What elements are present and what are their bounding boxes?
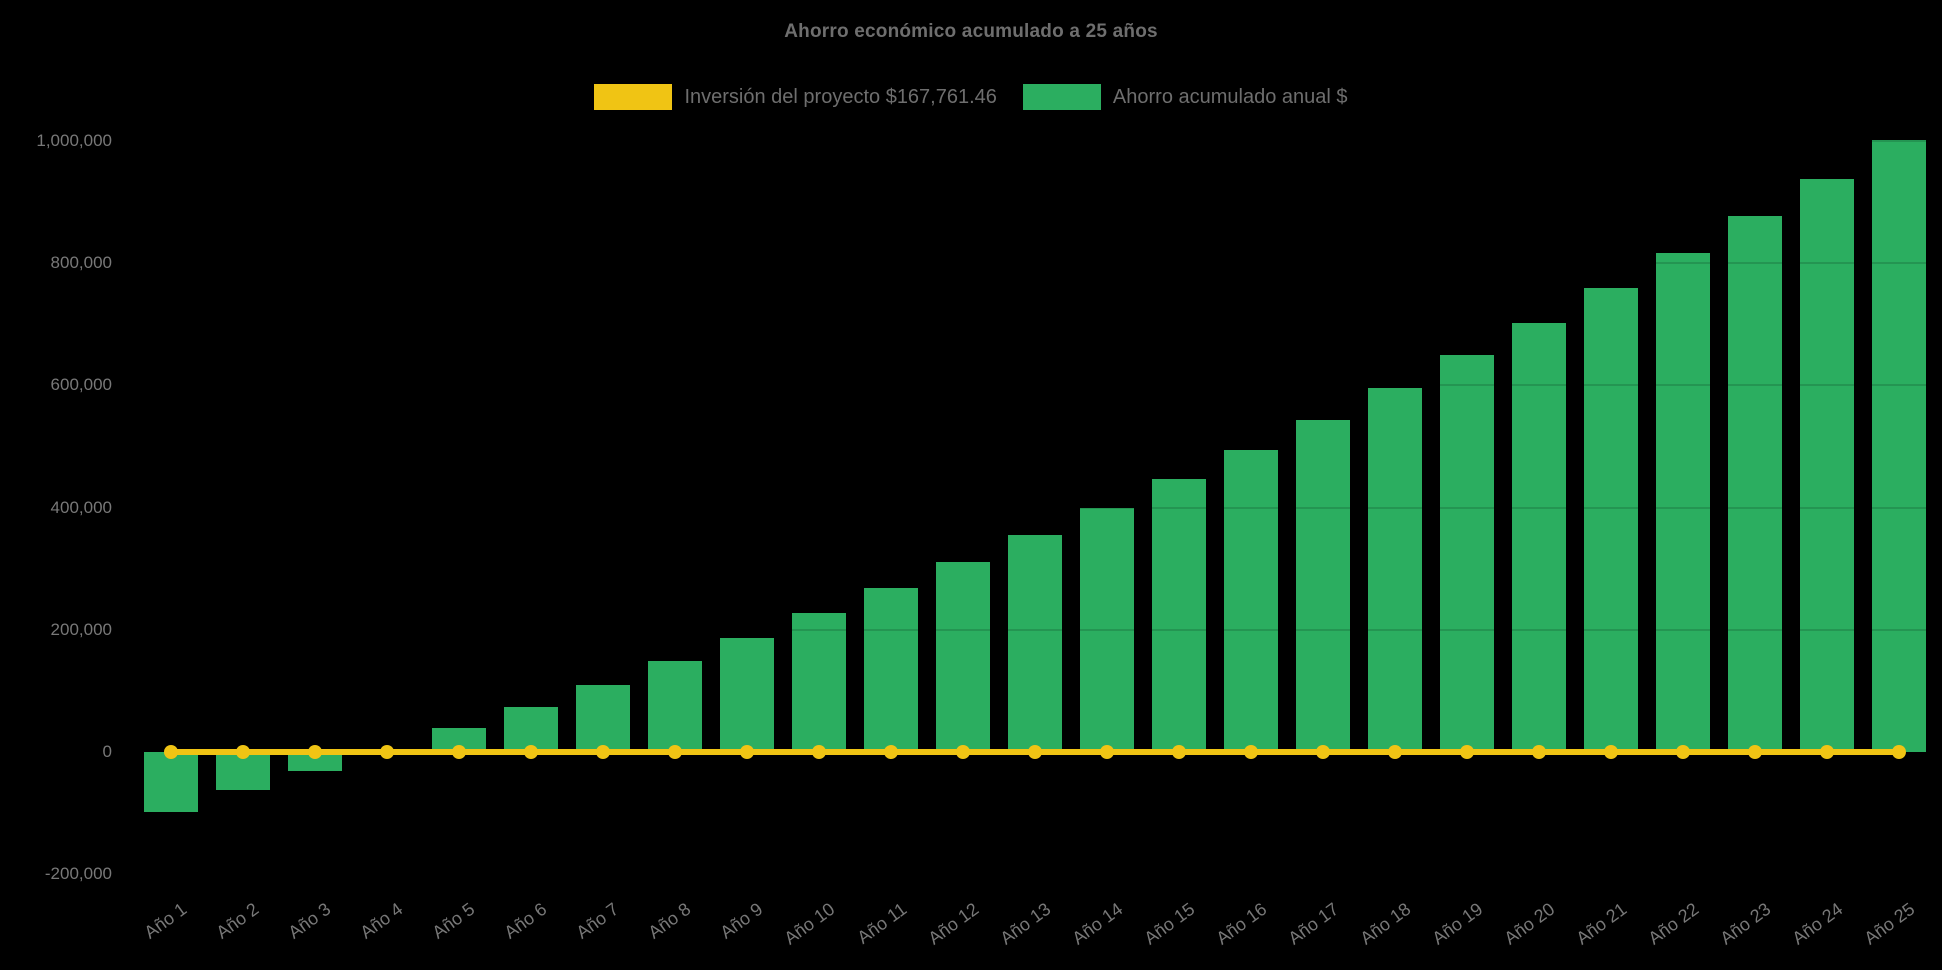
line-point-dot [236, 745, 250, 759]
bar [936, 561, 990, 752]
line-point-dot [1460, 745, 1474, 759]
bar [1800, 178, 1854, 752]
gridline [135, 384, 1935, 387]
bar [432, 728, 486, 752]
line-point-dot [1316, 745, 1330, 759]
bar [1512, 322, 1566, 752]
line-point-dot [1028, 745, 1042, 759]
line-point-dot [1100, 745, 1114, 759]
bar [648, 661, 702, 752]
line-point-dot [1748, 745, 1762, 759]
line-point-dot [1820, 745, 1834, 759]
gridline [135, 506, 1935, 509]
y-tick-label: 0 [102, 742, 112, 761]
bar [144, 752, 198, 812]
line-point-dot [1676, 745, 1690, 759]
line-point-dot [884, 745, 898, 759]
legend-label-ahorro: Ahorro acumulado anual $ [1112, 85, 1348, 108]
line-point-dot [524, 745, 538, 759]
line-point-dot [380, 745, 394, 759]
legend-item-inversion[interactable]: Inversión del proyecto $167,761.46 [594, 84, 997, 110]
line-point-dot [1244, 745, 1258, 759]
gridline [135, 628, 1935, 631]
bar [1296, 420, 1350, 752]
line-point-dot [740, 745, 754, 759]
line-point-dot [1892, 745, 1906, 759]
line-point-dot [308, 745, 322, 759]
bar [576, 685, 630, 752]
y-tick-label: 600,000 [50, 375, 112, 395]
bar [1008, 535, 1062, 752]
bar [1224, 450, 1278, 752]
legend-label-inversion: Inversión del proyecto $167,761.46 [684, 85, 997, 108]
gridline [135, 262, 1935, 265]
y-tick-label: -200,000 [44, 864, 112, 884]
line-point-dot [668, 745, 682, 759]
bar [504, 706, 558, 752]
bar [1152, 479, 1206, 752]
bar [1584, 288, 1638, 752]
bar [288, 752, 342, 771]
line-point-dot [1604, 745, 1618, 759]
y-tick-label: 1,000,000 [36, 131, 112, 150]
y-tick-label: 800,000 [50, 253, 112, 273]
gridline [135, 140, 1935, 142]
y-tick-label: 400,000 [50, 497, 112, 517]
bar [864, 587, 918, 752]
bar [1368, 387, 1422, 752]
bar [792, 612, 846, 752]
line-point-dot [596, 745, 610, 759]
bar [1728, 216, 1782, 752]
line-point-dot [1532, 745, 1546, 759]
line-point-dot [452, 745, 466, 759]
legend-item-ahorro[interactable]: Ahorro acumulado anual $ [1022, 84, 1348, 110]
legend-swatch-inversion [594, 84, 673, 110]
y-tick-label: 200,000 [50, 619, 112, 639]
line-point-dot [1388, 745, 1402, 759]
bar [1440, 355, 1494, 752]
line-point-dot [956, 745, 970, 759]
bar [720, 637, 774, 752]
line-point-dot [812, 745, 826, 759]
bar [1080, 507, 1134, 752]
legend: Inversión del proyecto $167,761.46 Ahorr… [0, 82, 1942, 112]
line-point-dot [1172, 745, 1186, 759]
line-point-dot [164, 745, 178, 759]
legend-swatch-ahorro [1022, 84, 1101, 110]
bar [1656, 253, 1710, 752]
chart-title: Ahorro económico acumulado a 25 años [784, 21, 1158, 42]
bar [1872, 140, 1926, 752]
